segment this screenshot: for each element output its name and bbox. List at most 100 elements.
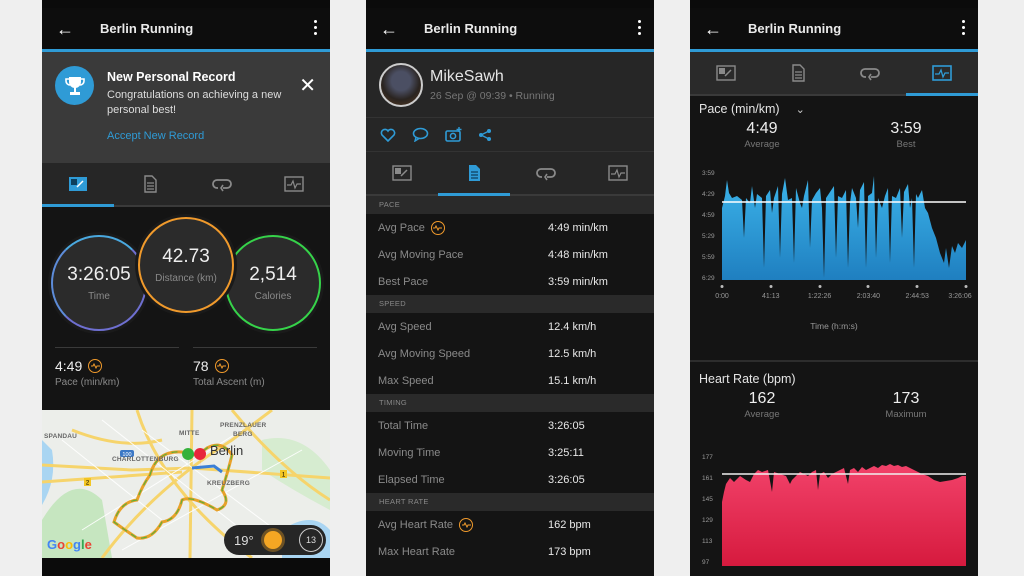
weather-badge[interactable]: 19° 13 [224, 525, 326, 555]
record-title: New Personal Record [107, 70, 236, 84]
page-title: Berlin Running [424, 21, 518, 36]
app-bar: ← Berlin Running [366, 8, 654, 52]
hr-y-tick: 145 [702, 496, 713, 503]
tab-overview[interactable] [366, 152, 438, 194]
stat-row: Moving Time 3:25:11 [366, 439, 654, 466]
pace-best-value: 3:59 [890, 120, 922, 137]
route-map[interactable]: 100 2 1 SPANDAU MITTE PRENZLAUER BERG CH… [42, 410, 330, 558]
map-label: CHARLOTTENBURG [112, 456, 179, 463]
stat-value: 12.4 km/h [548, 320, 597, 333]
stat-label: Total Time [378, 419, 429, 432]
app-bar: ← Berlin Running [42, 8, 330, 52]
avatar[interactable] [379, 63, 423, 107]
user-name[interactable]: MikeSawh [430, 68, 504, 85]
arrow-left-icon[interactable]: ← [704, 18, 722, 39]
tab-stats[interactable] [114, 163, 186, 205]
hr-y-tick: 97 [702, 559, 710, 566]
status-bar [366, 0, 654, 8]
distance-value: 42.73 [162, 246, 210, 267]
heart-rate-chart-plot[interactable] [722, 462, 966, 566]
arrow-left-icon[interactable]: ← [56, 18, 74, 39]
tab-stats[interactable] [762, 52, 834, 94]
pace-y-tick: 5:29 [702, 233, 715, 240]
chart-divider [690, 360, 978, 362]
tab-overview[interactable] [42, 163, 114, 207]
ascent-metric[interactable]: 78 Total Ascent (m) [193, 347, 317, 409]
x-tick: 0:00 [715, 293, 729, 300]
like-icon[interactable] [380, 128, 396, 142]
section-header-speed: SPEED [366, 295, 654, 313]
stat-row: Total Time 3:26:05 [366, 412, 654, 439]
activity-meta: 26 Sep @ 09:39 • Running [430, 90, 555, 102]
section-header-heart-rate: HEART RATE [366, 493, 654, 511]
laps-loop-icon [860, 68, 880, 81]
stat-label: Max Heart Rate [378, 545, 456, 558]
share-icon[interactable] [478, 128, 492, 142]
stat-row: Best Pace 3:59 min/km [366, 268, 654, 295]
time-circle[interactable]: 3:26:05 Time [51, 235, 147, 331]
stat-value: 3:59 min/km [548, 275, 608, 288]
pace-label: Pace (min/km) [55, 377, 120, 388]
tab-laps[interactable] [186, 163, 258, 205]
wind-speed: 13 [299, 528, 323, 552]
laps-loop-icon [212, 179, 232, 192]
distance-circle[interactable]: 42.73 Distance (km) [138, 217, 234, 313]
hr-max-value: 173 [892, 390, 920, 407]
pace-chart-plot[interactable] [722, 168, 966, 280]
arrow-left-icon[interactable]: ← [380, 18, 398, 39]
stat-value: 3:26:05 [548, 419, 585, 432]
more-vertical-icon[interactable] [960, 20, 966, 35]
hr-average-label: Average [744, 409, 780, 420]
stat-value: 4:49 min/km [548, 221, 608, 234]
calories-circle[interactable]: 2,514 Calories [225, 235, 321, 331]
more-vertical-icon[interactable] [636, 20, 642, 35]
stat-label: Avg Moving Speed [378, 347, 471, 360]
tab-laps[interactable] [510, 152, 582, 194]
stats-list: PACE Avg Pace 4:49 min/km Avg Moving Pace… [366, 196, 654, 565]
add-photo-icon[interactable] [445, 127, 462, 142]
tab-charts[interactable] [582, 152, 654, 194]
tab-charts[interactable] [906, 52, 978, 96]
stat-row: Elapsed Time 3:26:05 [366, 466, 654, 493]
tab-overview[interactable] [690, 52, 762, 94]
hr-y-tick: 129 [702, 517, 713, 524]
tab-charts[interactable] [258, 163, 330, 205]
tab-stats[interactable] [438, 152, 510, 196]
pace-y-tick: 4:59 [702, 212, 715, 219]
x-tick: 2:44:53 [905, 293, 929, 300]
pulse-badge-icon [88, 359, 103, 373]
stat-value: 15.1 km/h [548, 374, 597, 387]
accept-record-link[interactable]: Accept New Record [107, 130, 205, 142]
stat-row: Avg Heart Rate 162 bpm [366, 511, 654, 538]
stat-row: Avg Speed 12.4 km/h [366, 313, 654, 340]
comment-icon[interactable] [412, 127, 429, 142]
stat-value: 3:25:11 [548, 446, 584, 459]
time-label: Time [88, 291, 110, 302]
hr-average-value: 162 [748, 390, 776, 407]
stat-label: Avg Heart Rate [378, 518, 454, 531]
pace-chart-card: Pace (min/km) ⌄ 4:49 Average 3:59 Best 3:5… [690, 96, 978, 360]
stat-row: Max Heart Rate 173 bpm [366, 538, 654, 565]
heart-rate-chart-card: Heart Rate (bpm) 162 Average 173 Maximum 1… [690, 362, 978, 574]
map-label: PRENZLAUER [220, 422, 267, 429]
page-title: Berlin Running [100, 21, 194, 36]
map-label: SPANDAU [44, 433, 78, 440]
tab-laps[interactable] [834, 52, 906, 94]
screen-stats: ← Berlin Running MikeSawh 26 Sep @ 09:39… [366, 0, 654, 576]
pace-chart-title: Pace (min/km) [699, 102, 780, 116]
hr-y-tick: 113 [702, 538, 713, 545]
x-tick: 3:26:06 [948, 293, 972, 300]
stat-value: 12.5 km/h [548, 347, 597, 360]
social-actions [366, 118, 654, 152]
stat-label: Best Pace [378, 275, 429, 288]
close-icon[interactable]: ✕ [299, 75, 316, 97]
pace-metric[interactable]: 4:49 Pace (min/km) [55, 347, 179, 409]
tab-bar [690, 52, 978, 96]
chevron-down-icon[interactable]: ⌄ [795, 103, 805, 116]
document-stats-icon [469, 165, 480, 181]
time-value: 3:26:05 [67, 264, 131, 285]
bottom-bar [42, 558, 330, 576]
more-vertical-icon[interactable] [312, 20, 318, 35]
stat-label: Elapsed Time [378, 473, 445, 486]
